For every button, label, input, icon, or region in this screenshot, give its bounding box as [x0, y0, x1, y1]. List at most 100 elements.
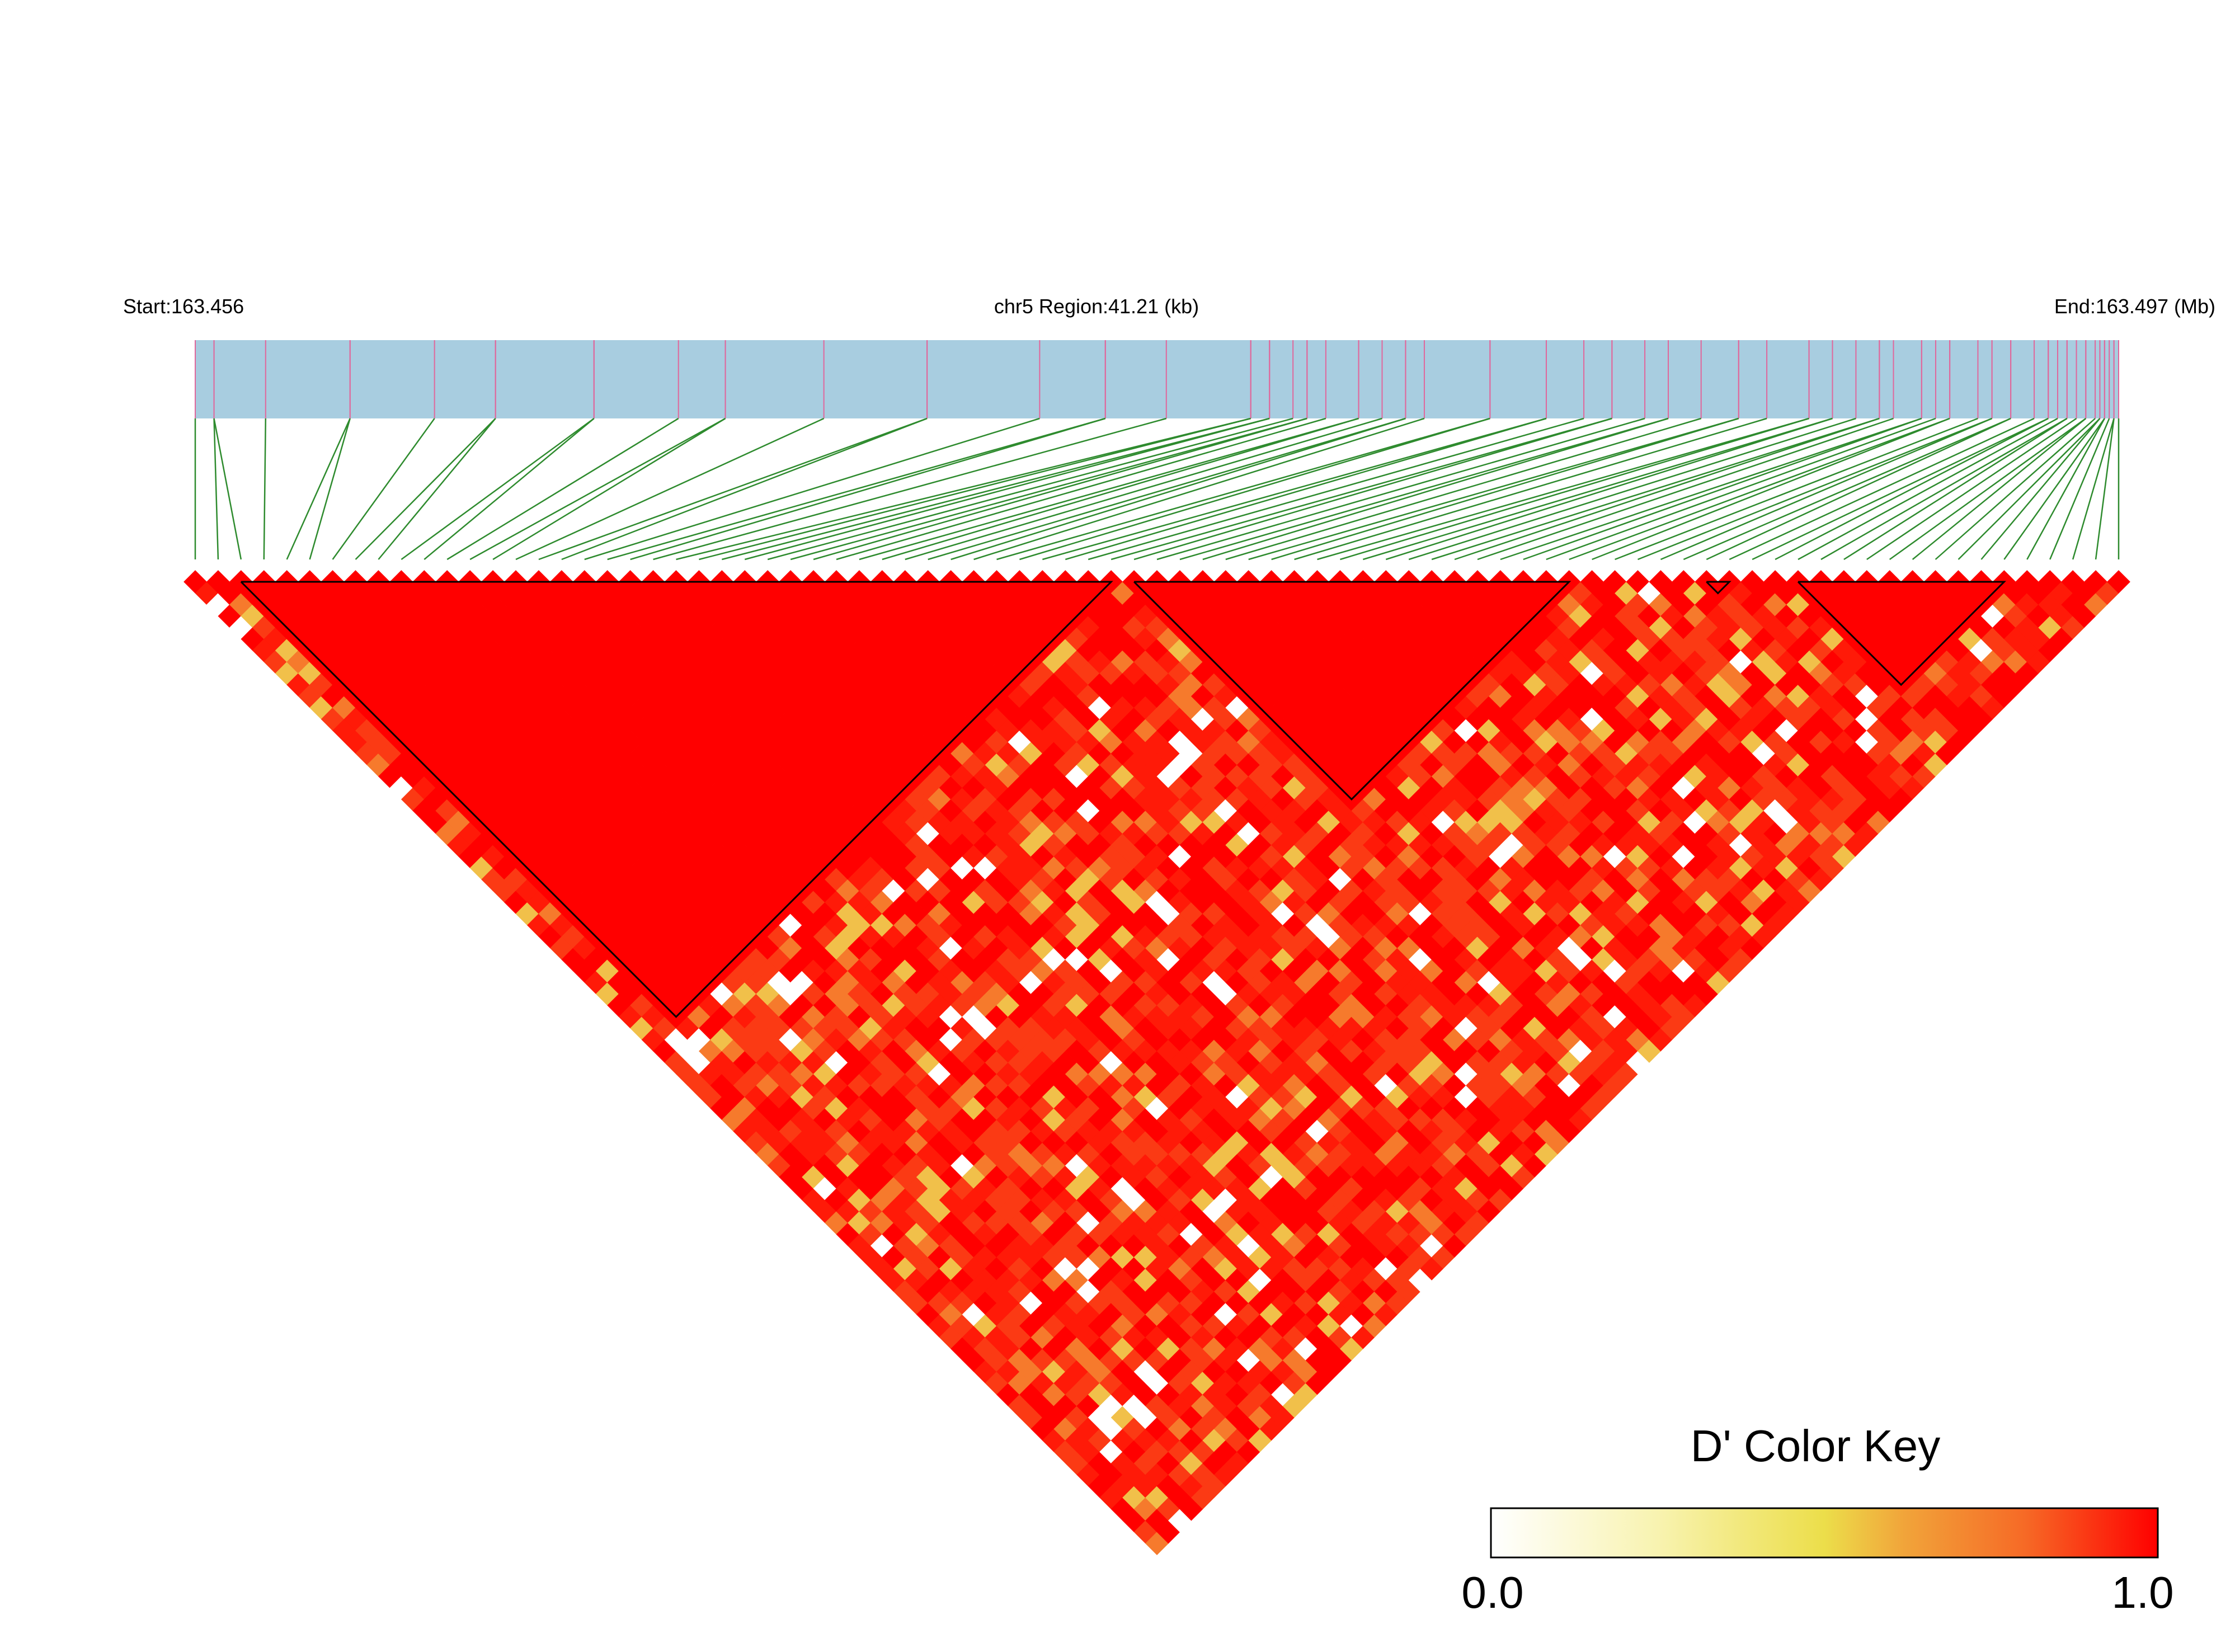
snp-connector — [332, 418, 435, 560]
snp-connector — [1065, 417, 1547, 561]
snp-connector — [973, 417, 1425, 561]
snp-connector — [2003, 418, 2105, 560]
snp-connector — [790, 417, 1307, 561]
color-key-min-label: 0.0 — [1461, 1568, 1523, 1617]
snp-connector — [1019, 417, 1490, 561]
snp-connector — [2026, 418, 2105, 560]
snp-position-track — [195, 340, 2119, 418]
color-key-gradient — [1490, 1507, 2159, 1559]
snp-connector — [213, 418, 219, 560]
snp-connector — [1843, 417, 2068, 561]
snp-connector — [1294, 417, 1767, 561]
snp-connector — [882, 417, 1359, 561]
snp-connector — [722, 417, 1270, 561]
snp-connector — [1179, 417, 1669, 561]
snp-connector — [1042, 417, 1547, 561]
snp-connector — [905, 417, 1382, 561]
snp-connector — [607, 417, 1106, 561]
snp-connector — [309, 418, 351, 560]
snp-connector — [286, 418, 351, 560]
snp-connector — [1935, 418, 2096, 560]
snp-connector — [1866, 417, 2077, 561]
snp-connector — [1683, 417, 2011, 561]
snp-connector — [561, 417, 928, 561]
snp-connector — [1385, 417, 1833, 561]
ld-cell — [2107, 570, 2130, 594]
snp-connector — [469, 417, 726, 561]
region-end-label: End:163.497 (Mb) — [2054, 295, 2215, 318]
color-key-max-label: 1.0 — [2111, 1568, 2173, 1617]
snp-connector — [744, 417, 1270, 561]
snp-connector — [1546, 417, 1936, 561]
snp-connector — [424, 418, 595, 560]
snp-connector — [1706, 417, 2011, 561]
snp-connector — [1912, 418, 2087, 560]
snp-connector — [2049, 418, 2110, 560]
snp-connector — [951, 417, 1406, 561]
snp-connector — [263, 418, 267, 560]
ld-block-outline — [1706, 581, 1731, 595]
snp-connector — [1638, 417, 1993, 561]
snp-connector — [1202, 417, 1669, 561]
snp-connector — [859, 417, 1359, 561]
snp-connector — [1271, 417, 1739, 561]
snp-connector — [2072, 418, 2115, 560]
ld-block-outline — [1797, 581, 2006, 686]
snp-connector — [446, 417, 679, 561]
snp-connector — [1569, 417, 1950, 561]
snp-connector — [1889, 417, 2087, 561]
snp-connector — [1156, 417, 1645, 561]
snp-connector — [355, 418, 496, 560]
ld-heatmap — [183, 570, 2130, 1555]
snp-connector — [1340, 417, 1809, 561]
ld-block-outline — [240, 581, 1113, 1018]
snp-connector — [1980, 418, 2101, 560]
snp-connector — [813, 417, 1307, 561]
ld-block-outline — [1133, 581, 1571, 801]
snp-connector — [1615, 417, 1978, 561]
snp-connector — [584, 417, 1040, 561]
snp-connector-lines — [194, 417, 2120, 561]
snp-connector — [1729, 417, 2035, 561]
snp-connector — [1111, 417, 1612, 561]
snp-connector — [492, 417, 726, 561]
snp-connector — [2095, 418, 2115, 560]
snp-connector — [1752, 417, 2049, 561]
snp-connector — [928, 417, 1406, 561]
region-title: chr5 Region:41.21 (kb) — [994, 295, 1199, 318]
color-key-title: D' Color Key — [1691, 1421, 1941, 1471]
snp-connector — [1317, 417, 1809, 561]
snp-connector — [1820, 417, 2068, 561]
snp-connector — [1592, 417, 1950, 561]
snp-connector — [1798, 417, 2058, 561]
snp-tick-marks — [195, 340, 2119, 418]
ld-block-outlines — [240, 581, 2006, 1018]
snp-connector — [1248, 417, 1739, 561]
snp-connector — [1660, 417, 1993, 561]
snp-connector — [653, 417, 1167, 561]
snp-connector — [996, 417, 1490, 561]
region-start-label: Start:163.456 — [123, 295, 244, 318]
snp-connector — [676, 417, 1251, 561]
snp-connector — [1362, 417, 1833, 561]
snp-connector — [538, 417, 928, 561]
snp-connector — [401, 417, 595, 561]
snp-connector — [1523, 417, 1922, 561]
snp-connector — [515, 417, 825, 561]
snp-connector — [1408, 417, 1856, 561]
snp-connector — [836, 417, 1326, 561]
snp-connector — [213, 418, 242, 560]
snp-connector — [1454, 417, 1880, 561]
snp-connector — [1133, 417, 1612, 561]
snp-connector — [1477, 417, 1894, 561]
snp-connector — [378, 418, 496, 560]
snp-connector — [1225, 417, 1702, 561]
snp-connector — [1775, 417, 2049, 561]
snp-connector — [699, 417, 1251, 561]
snp-connector — [1431, 417, 1880, 561]
snp-connector — [630, 417, 1106, 561]
snp-connector — [1958, 418, 2101, 560]
snp-connector — [767, 417, 1293, 561]
snp-connector — [1088, 417, 1584, 561]
